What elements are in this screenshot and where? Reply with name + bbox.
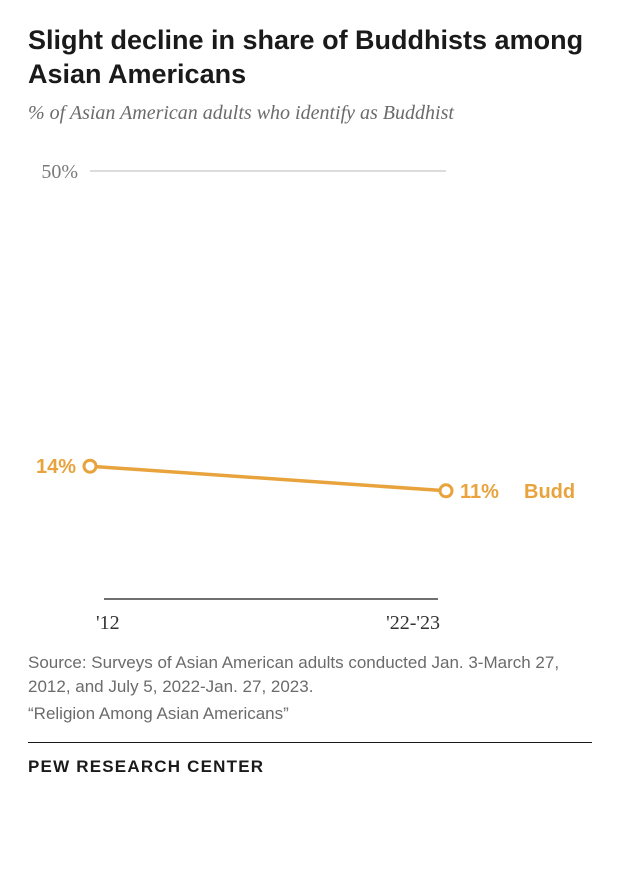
source-quote: “Religion Among Asian Americans”	[28, 704, 592, 724]
chart-title: Slight decline in share of Buddhists amo…	[28, 24, 592, 92]
svg-text:Buddhist: Buddhist	[524, 480, 576, 502]
svg-text:'12: '12	[96, 612, 120, 633]
line-chart-svg: 50% '12 '22-'23 14% 11% Buddhist	[36, 153, 576, 633]
chart-area: 50% '12 '22-'23 14% 11% Buddhist	[36, 153, 592, 633]
svg-text:14%: 14%	[36, 456, 76, 478]
svg-text:11%: 11%	[460, 480, 499, 502]
chart-subtitle: % of Asian American adults who identify …	[28, 102, 592, 125]
footer-brand: PEW RESEARCH CENTER	[28, 757, 592, 777]
svg-text:50%: 50%	[41, 161, 78, 183]
footer-divider	[28, 742, 592, 743]
svg-text:'22-'23: '22-'23	[386, 612, 440, 633]
source-text: Source: Surveys of Asian American adults…	[28, 651, 592, 700]
